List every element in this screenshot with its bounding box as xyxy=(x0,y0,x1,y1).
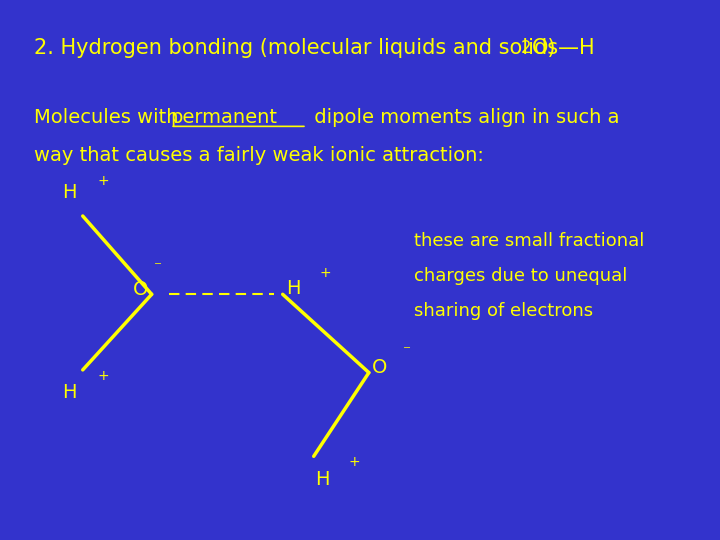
Text: 2: 2 xyxy=(521,39,531,57)
Text: O: O xyxy=(133,280,148,300)
Text: O: O xyxy=(372,357,387,377)
Text: +: + xyxy=(348,455,360,469)
Text: +: + xyxy=(319,266,331,280)
Text: +: + xyxy=(98,369,109,383)
Text: sharing of electrons: sharing of electrons xyxy=(414,302,593,320)
Text: H: H xyxy=(62,383,76,402)
Text: way that causes a fairly weak ionic attraction:: way that causes a fairly weak ionic attr… xyxy=(35,146,485,165)
Text: O): O) xyxy=(532,38,557,58)
Text: 2. Hydrogen bonding (molecular liquids and solids—H: 2. Hydrogen bonding (molecular liquids a… xyxy=(35,38,595,58)
Text: H: H xyxy=(315,470,330,489)
Text: ⁻: ⁻ xyxy=(403,343,411,359)
Text: H: H xyxy=(62,184,76,202)
Text: Molecules with: Molecules with xyxy=(35,108,185,127)
Text: charges due to unequal: charges due to unequal xyxy=(414,267,627,285)
Text: H: H xyxy=(286,279,301,299)
Text: ⁻: ⁻ xyxy=(155,259,163,274)
Text: permanent: permanent xyxy=(171,108,277,127)
Text: +: + xyxy=(98,174,109,188)
Text: dipole moments align in such a: dipole moments align in such a xyxy=(308,108,620,127)
Text: these are small fractional: these are small fractional xyxy=(414,232,644,250)
